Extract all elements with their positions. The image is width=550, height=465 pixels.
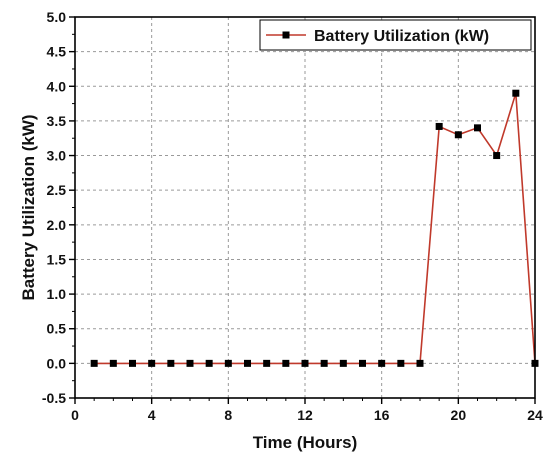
data-point [378,359,386,367]
data-point [454,131,462,139]
y-tick-label: 5.0 [47,9,67,25]
data-point [282,359,290,367]
x-axis-title: Time (Hours) [253,433,358,452]
data-point [474,124,481,132]
data-point [224,359,232,367]
y-tick-label: 0.5 [47,321,67,337]
data-point [148,359,156,367]
plot-frame [74,16,536,399]
y-tick-label: 2.0 [47,217,67,233]
data-point [493,152,501,160]
data-point [397,359,405,367]
data-point [416,359,424,367]
data-point [359,359,366,367]
data-point [435,122,443,130]
data-point [90,359,98,367]
y-tick-label: -0.5 [42,390,66,406]
series-line [94,92,536,365]
x-tick-label: 4 [148,407,156,423]
y-tick-label: 3.5 [47,113,67,129]
data-point [244,359,251,367]
y-axis-title: Battery Utilization (kW) [19,114,38,300]
data-point [263,359,271,367]
data-point [129,359,136,367]
x-tick-label: 0 [71,407,79,423]
data-point [512,89,520,97]
data-point [167,359,175,367]
x-tick-label: 12 [297,407,313,423]
y-tick-label: 3.0 [47,148,67,164]
axis-ticks: 0 4 8 12 16 20 24 -0.5 0.0 0.5 1.0 1.5 2.0 2.5 3.0 3.5 4… [42,9,543,423]
x-tick-label: 20 [451,407,467,423]
y-tick-label: 4.5 [47,44,67,60]
legend-label: Battery Utilization (kW) [314,28,489,45]
x-tick-label: 24 [527,407,543,423]
y-tick-label: 4.0 [47,78,67,94]
y-tick-label: 1.5 [47,251,67,267]
data-point [339,359,347,367]
data-point [301,359,309,367]
data-point [109,359,117,367]
data-point [205,359,213,367]
legend: Battery Utilization (kW) [259,19,532,51]
x-tick-label: 16 [374,407,390,423]
y-tick-label: 0.0 [47,355,67,371]
data-point [320,359,328,367]
grid-lines [75,17,535,398]
series-layer [90,89,539,367]
data-point [186,359,194,367]
legend-marker-swatch [282,31,290,39]
x-tick-label: 8 [224,407,232,423]
y-tick-label: 2.5 [47,182,67,198]
y-tick-label: 1.0 [47,286,67,302]
